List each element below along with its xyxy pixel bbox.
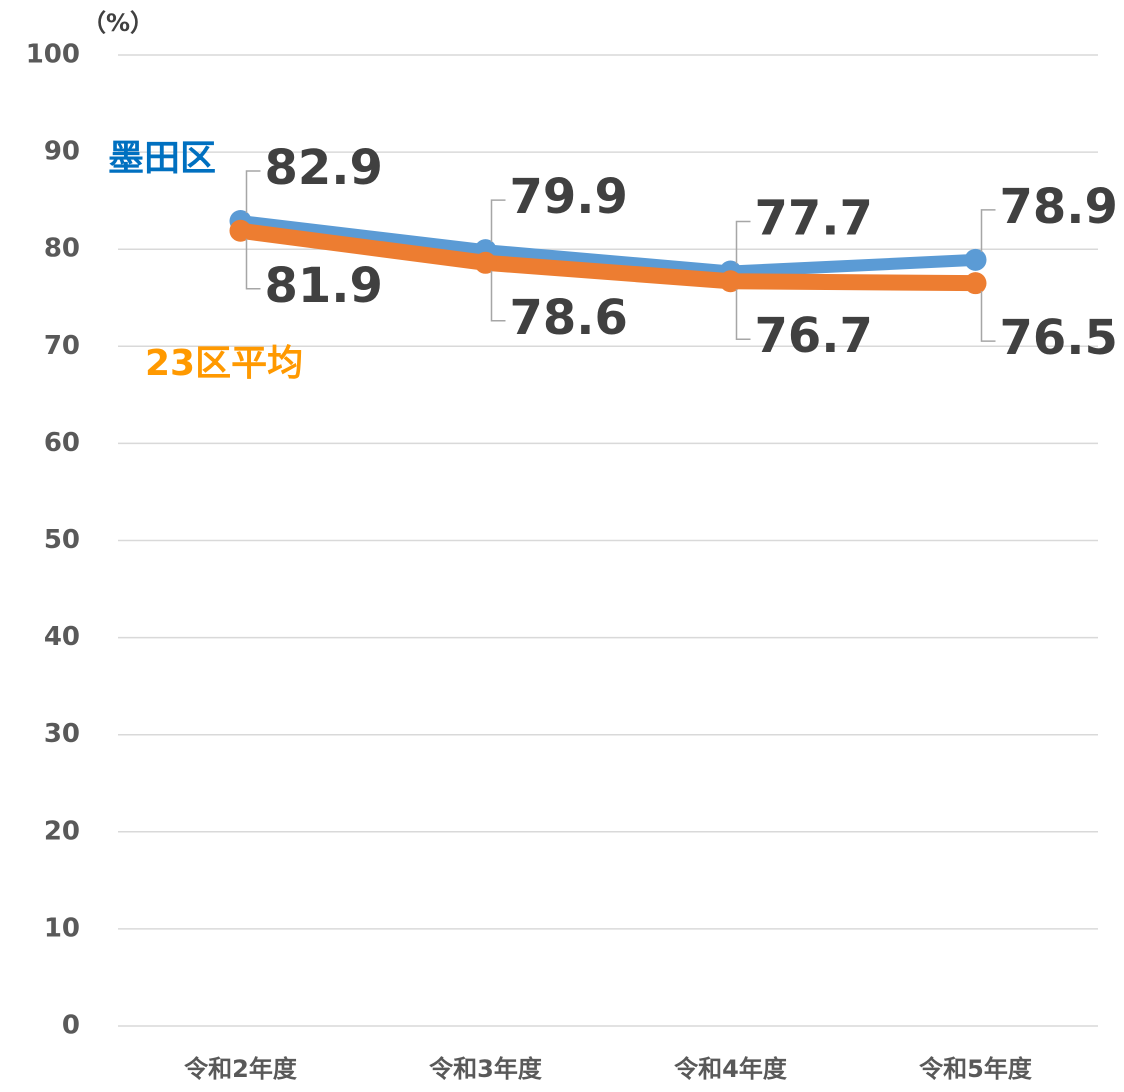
data-label: 78.9 xyxy=(1000,179,1118,235)
leader-line xyxy=(735,289,751,340)
data-label: 82.9 xyxy=(265,140,383,196)
series-line xyxy=(234,215,982,278)
data-label: 81.9 xyxy=(265,258,383,314)
x-tick-label: 令和3年度 xyxy=(429,1055,543,1083)
series-point xyxy=(719,270,742,293)
x-tick-label: 令和4年度 xyxy=(674,1055,788,1083)
series-point xyxy=(964,248,987,271)
x-tick-label: 令和2年度 xyxy=(184,1055,298,1083)
leader-line xyxy=(735,220,751,264)
y-tick-label: 90 xyxy=(44,137,80,167)
y-tick-label: 100 xyxy=(26,40,80,70)
leader-line xyxy=(245,238,261,290)
x-tick-label: 令和5年度 xyxy=(919,1055,1033,1083)
series-line xyxy=(232,222,984,292)
series-point xyxy=(474,251,497,274)
y-tick-label: 50 xyxy=(44,525,80,555)
data-label: 79.9 xyxy=(510,169,628,225)
y-tick-label: 20 xyxy=(44,816,80,846)
data-label: 77.7 xyxy=(755,191,873,247)
data-label: 78.6 xyxy=(510,290,628,346)
y-tick-label: 30 xyxy=(44,719,80,749)
y-tick-label: 80 xyxy=(44,234,80,264)
leader-line xyxy=(245,170,261,214)
y-tick-label: 10 xyxy=(44,913,80,943)
series-name: 墨田区 xyxy=(108,138,216,179)
y-tick-label: 0 xyxy=(62,1011,80,1041)
y-tick-label: 40 xyxy=(44,622,80,652)
leader-line xyxy=(980,209,996,252)
series-point xyxy=(229,219,252,242)
y-tick-label: 70 xyxy=(44,331,80,361)
data-label: 76.5 xyxy=(1000,310,1118,366)
leader-line xyxy=(490,270,506,322)
series-point xyxy=(964,272,987,295)
leader-line xyxy=(490,199,506,243)
data-label: 76.7 xyxy=(755,308,873,364)
y-tick-label: 60 xyxy=(44,428,80,458)
series-name: 23区平均 xyxy=(145,343,303,384)
leader-line xyxy=(980,291,996,342)
y-unit-label: （%） xyxy=(82,9,154,37)
